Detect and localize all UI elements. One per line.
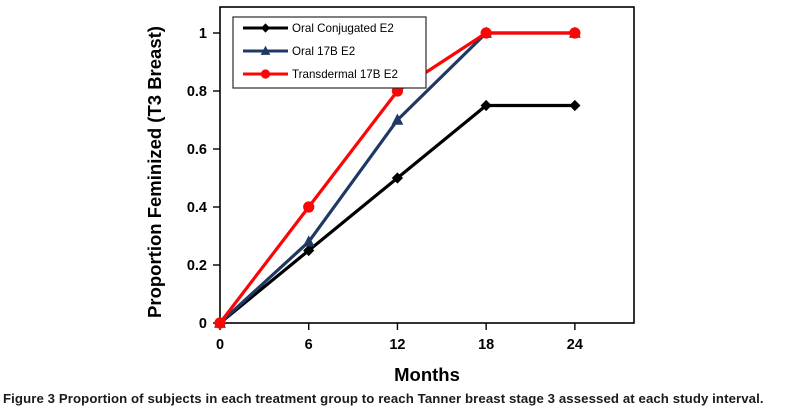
data-point-marker xyxy=(569,99,581,112)
data-series xyxy=(214,26,581,329)
chart-legend: Oral Conjugated E2 Oral 17B E2 Transdermal… xyxy=(232,16,427,89)
x-tick-label: 12 xyxy=(389,337,405,353)
series-line xyxy=(218,103,575,325)
data-point-marker xyxy=(391,113,404,125)
plot-area-border xyxy=(219,6,635,324)
data-point-marker xyxy=(391,172,404,184)
data-point-marker xyxy=(480,99,492,112)
legend-label: Oral 17B E2 xyxy=(292,45,355,58)
x-tick-label: 18 xyxy=(478,337,494,353)
y-tick-label: 0 xyxy=(199,316,207,332)
y-tick-label: 0.6 xyxy=(187,142,207,158)
legend-item: Oral 17B E2 xyxy=(243,45,355,58)
axis-ticks: 0 0.2 0.4 0.6 0.8 1 0 6 12 18 24 xyxy=(187,26,583,353)
data-point-marker xyxy=(303,201,315,213)
x-tick-label: 6 xyxy=(305,337,313,353)
legend-marker xyxy=(260,23,271,33)
legend-marker xyxy=(260,69,271,79)
y-tick-label: 1 xyxy=(199,26,207,42)
figure-caption-label: Figure 3 xyxy=(3,391,56,406)
legend-item: Transdermal 17B E2 xyxy=(243,68,398,81)
legend-label: Oral Conjugated E2 xyxy=(292,22,394,35)
y-axis-title: Proportion Feminized (T3 Breast) xyxy=(144,26,165,318)
x-tick-label: 0 xyxy=(216,337,224,353)
data-point-marker xyxy=(214,317,226,329)
legend-marker xyxy=(260,45,271,55)
data-point-marker xyxy=(302,235,315,247)
figure-caption: Figure 3 Proportion of subjects in each … xyxy=(3,391,764,406)
y-tick-label: 0.2 xyxy=(187,258,207,274)
line-chart: Proportion Feminized (T3 Breast) Months … xyxy=(144,6,635,385)
y-tick-label: 0.4 xyxy=(187,200,207,216)
x-tick-label: 24 xyxy=(567,337,583,353)
data-point-marker xyxy=(480,27,492,39)
y-tick-label: 0.8 xyxy=(187,84,207,100)
legend-item: Oral Conjugated E2 xyxy=(243,22,394,35)
data-point-marker xyxy=(303,244,315,257)
data-point-marker xyxy=(569,27,581,39)
x-axis-title: Months xyxy=(394,364,460,385)
legend-label: Transdermal 17B E2 xyxy=(292,68,398,81)
figure-caption-text: Proportion of subjects in each treatment… xyxy=(58,391,764,406)
